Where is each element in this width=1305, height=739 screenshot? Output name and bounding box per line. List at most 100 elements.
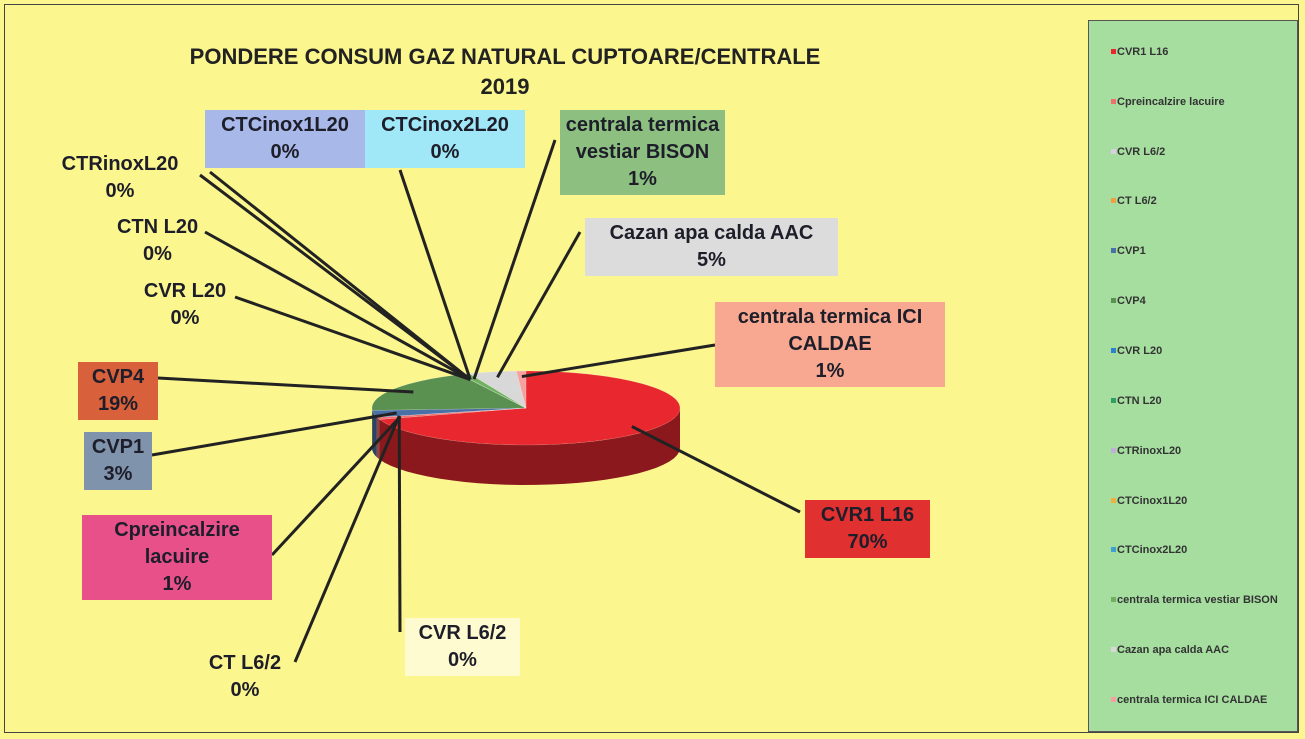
- chart-frame: [4, 4, 1299, 733]
- legend-item: CTCinox1L20: [1111, 494, 1289, 507]
- legend-swatch: [1111, 298, 1116, 304]
- label-value: 1%: [628, 168, 657, 190]
- legend-item: CVR L6/2: [1111, 145, 1289, 158]
- legend-swatch: [1111, 148, 1116, 154]
- legend-swatch: [1111, 248, 1116, 254]
- legend-label: Cazan apa calda AAC: [1117, 644, 1230, 657]
- legend-item: CVR1 L16: [1111, 45, 1289, 58]
- legend-item: CTCinox2L20: [1111, 544, 1289, 556]
- data-label: CVP4 19%: [78, 362, 158, 420]
- legend-swatch: [1111, 696, 1116, 702]
- leader-line: [631, 425, 801, 514]
- legend-label: CTRinoxL20: [1117, 444, 1182, 457]
- leader-line: [398, 169, 472, 381]
- legend-swatch: [1111, 347, 1116, 353]
- slice: [378, 370, 681, 446]
- legend-label: CVR L6/2: [1117, 145, 1166, 158]
- label-name: CTCinox1L20: [221, 114, 349, 136]
- legend-swatch: [1111, 48, 1116, 54]
- slice-side: [376, 417, 380, 460]
- label-name: CVP1: [91, 436, 145, 458]
- legend-swatch: [1111, 447, 1116, 453]
- label-name: CTN L20: [116, 216, 199, 238]
- chart-subtitle: 2019: [480, 74, 530, 99]
- legend-label: CT L6/2: [1117, 195, 1157, 208]
- slice-side: [379, 408, 680, 485]
- label-value: 0%: [270, 141, 300, 163]
- legend-item: CVP4: [1111, 295, 1289, 308]
- label-value: 0%: [230, 679, 260, 701]
- legend-label: centrala termica ICI CALDAE: [1117, 693, 1268, 706]
- label-name: CVR L20: [143, 280, 227, 302]
- legend-item: CTN L20: [1111, 394, 1289, 407]
- label-value: 5%: [697, 249, 726, 271]
- data-label: CTN L20 0%: [105, 212, 210, 270]
- label-name: centrala termica vestiar BISON: [565, 114, 720, 163]
- label-name: CT L6/2: [208, 652, 282, 674]
- legend-label: CVP1: [1117, 245, 1146, 258]
- data-label: CVR L20 0%: [130, 276, 240, 334]
- leader-line: [496, 231, 582, 379]
- legend-label: CVP4: [1117, 295, 1146, 308]
- data-label: CTCinox2L20 0%: [365, 110, 525, 168]
- leader-line: [151, 411, 397, 457]
- leader-line: [157, 376, 414, 394]
- chart-title: PONDERE CONSUM GAZ NATURAL CUPTOARE/CENT…: [189, 44, 821, 69]
- label-value: 70%: [847, 531, 888, 553]
- leader-line: [204, 230, 471, 381]
- data-label: centrala termica ICI CALDAE 1%: [715, 302, 945, 387]
- data-label: Cazan apa calda AAC 5%: [585, 218, 838, 276]
- label-value: 0%: [448, 649, 477, 671]
- slice: [371, 374, 527, 411]
- data-label: centrala termica vestiar BISON 1%: [560, 110, 725, 195]
- legend-swatch: [1111, 397, 1116, 403]
- legend-label: CTCinox1L20: [1117, 494, 1188, 507]
- legend-swatch: [1111, 597, 1116, 603]
- label-name: CVP4: [91, 366, 145, 388]
- label-name: CVR L6/2: [418, 622, 507, 644]
- data-label: Cpreincalzire lacuire 1%: [82, 515, 272, 600]
- legend-item: CVR L20: [1111, 345, 1289, 357]
- data-label: CTRinoxL20 0%: [40, 149, 200, 207]
- legend-label: centrala termica vestiar BISON: [1117, 594, 1278, 607]
- legend-swatch: [1111, 198, 1116, 204]
- legend: CVR1 L16 Cpreincalzire lacuire CVR L6/2 CT …: [1088, 20, 1298, 732]
- label-value: 0%: [143, 243, 172, 265]
- leader-line: [293, 415, 401, 663]
- data-label: CVR L6/2 0%: [405, 618, 520, 676]
- label-name: Cpreincalzire lacuire: [114, 519, 240, 568]
- label-name: CTCinox2L20: [381, 114, 509, 136]
- legend-item: centrala termica ICI CALDAE: [1111, 693, 1289, 706]
- leader-line: [270, 415, 402, 557]
- label-value: 0%: [170, 307, 200, 329]
- data-label: CVP1 3%: [84, 432, 152, 490]
- legend-swatch: [1111, 497, 1116, 503]
- slice: [468, 370, 527, 409]
- legend-swatch: [1111, 647, 1116, 653]
- label-value: 19%: [97, 393, 139, 415]
- label-name: CVR1 L16: [820, 504, 915, 526]
- legend-item: CVP1: [1111, 245, 1289, 258]
- legend-label: Cpreincalzire lacuire: [1117, 95, 1225, 108]
- label-value: 0%: [430, 141, 460, 163]
- leader-line: [521, 343, 716, 379]
- legend-item: Cazan apa calda AAC: [1111, 644, 1289, 657]
- data-label: CVR1 L16 70%: [805, 500, 930, 558]
- label-value: 1%: [815, 360, 845, 382]
- leader-line: [472, 139, 557, 380]
- legend-label: CVR1 L16: [1117, 45, 1169, 58]
- legend-swatch: [1111, 547, 1116, 553]
- label-name: centrala termica ICI CALDAE: [737, 306, 923, 355]
- slice: [516, 370, 527, 409]
- leader-line: [397, 415, 402, 633]
- label-name: CTRinoxL20: [61, 153, 179, 175]
- data-label: CTCinox1L20 0%: [205, 110, 365, 168]
- leader-line: [234, 295, 471, 381]
- legend-item: Cpreincalzire lacuire: [1111, 95, 1289, 108]
- legend-label: CTN L20: [1117, 394, 1162, 407]
- data-label: CT L6/2 0%: [195, 648, 295, 706]
- label-name: Cazan apa calda AAC: [609, 222, 814, 244]
- leader-line: [209, 170, 472, 381]
